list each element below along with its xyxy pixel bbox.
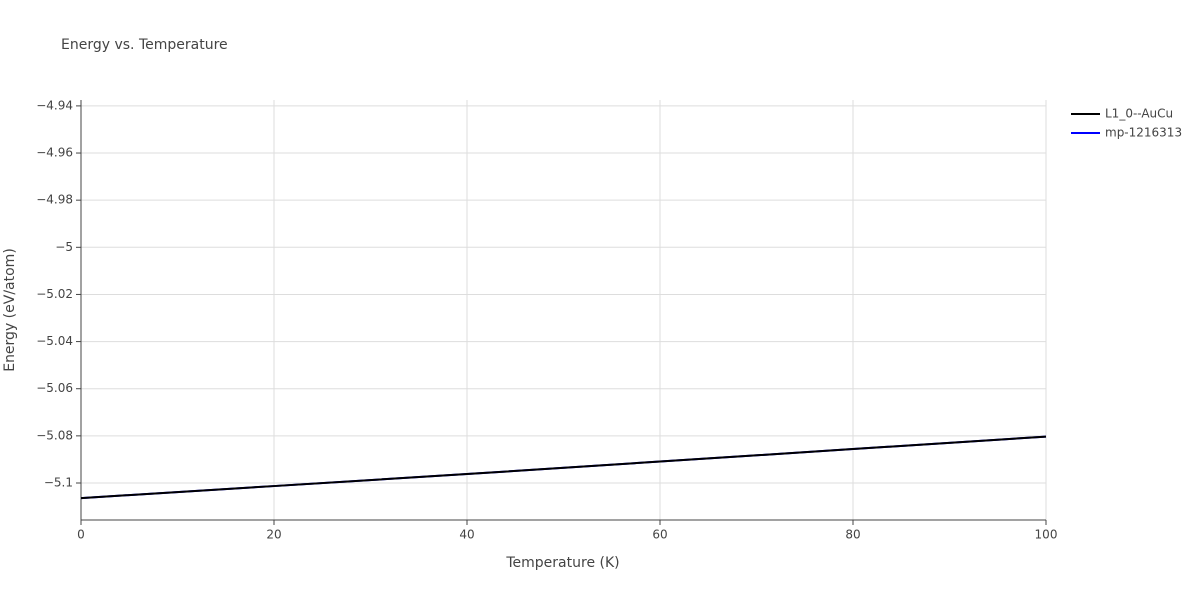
y-tick-label: −4.96: [36, 146, 73, 160]
x-tick-label: 80: [845, 528, 860, 542]
x-tick-label: 0: [77, 528, 85, 542]
y-tick-label: −5.08: [36, 428, 73, 442]
y-axis-title: Energy (eV/atom): [2, 248, 18, 372]
y-tick-label: −5.02: [36, 287, 73, 301]
y-tick-label: −4.98: [36, 193, 73, 207]
x-tick-label: 40: [459, 528, 474, 542]
y-tick-label: −4.94: [36, 98, 73, 112]
series-line: [80, 435, 1047, 500]
chart-title: Energy vs. Temperature: [61, 37, 228, 53]
y-tick-label: −5: [55, 240, 73, 254]
x-tick-label: 60: [652, 528, 667, 542]
legend-label: L1_0--AuCu: [1105, 107, 1173, 121]
x-tick-label: 20: [266, 528, 281, 542]
y-tick-label: −5.04: [36, 334, 73, 348]
x-tick-label: 100: [1035, 528, 1058, 542]
legend-label: mp-1216313: [1105, 126, 1182, 140]
y-tick-label: −5.06: [36, 381, 73, 395]
x-axis-title: Temperature (K): [505, 555, 619, 571]
y-tick-label: −5.1: [44, 475, 73, 489]
